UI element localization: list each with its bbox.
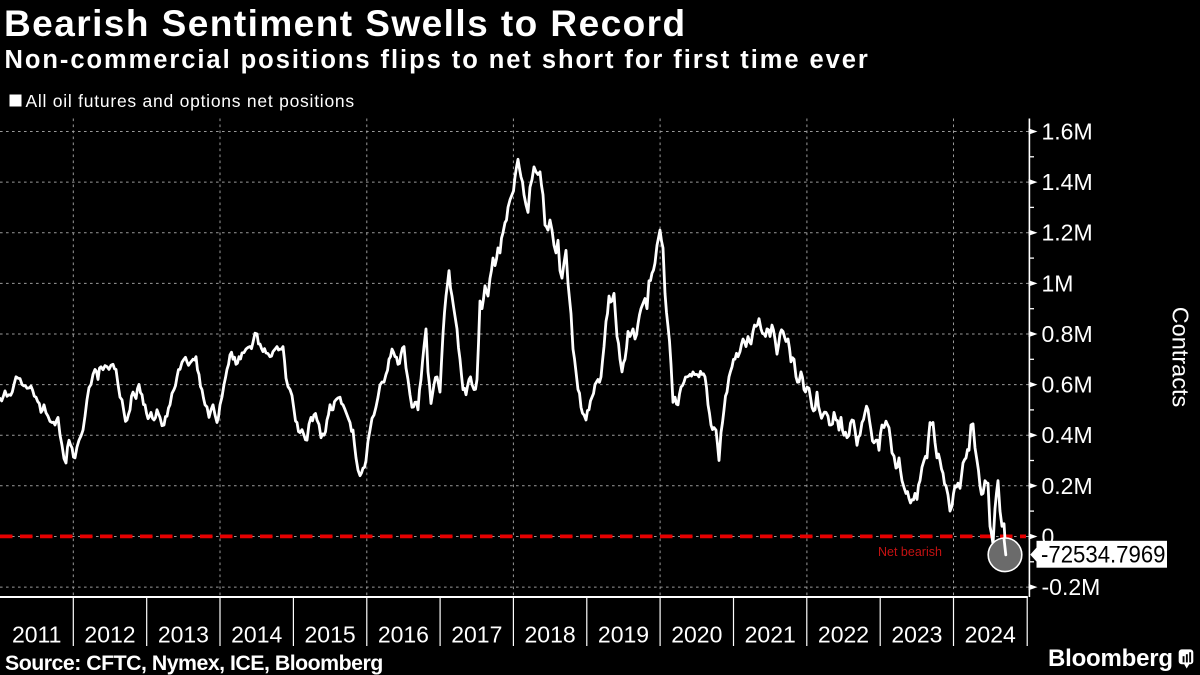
svg-text:1M: 1M (1042, 270, 1074, 296)
svg-text:2018: 2018 (525, 622, 576, 648)
svg-text:2022: 2022 (818, 622, 869, 648)
svg-text:Source: CFTC, Nymex, ICE, Bloo: Source: CFTC, Nymex, ICE, Bloomberg (5, 651, 383, 675)
svg-text:2024: 2024 (965, 622, 1016, 648)
svg-text:1.2M: 1.2M (1042, 220, 1093, 246)
svg-text:2019: 2019 (598, 622, 649, 648)
svg-text:2012: 2012 (84, 622, 135, 648)
svg-text:2016: 2016 (378, 622, 429, 648)
svg-text:2017: 2017 (451, 622, 502, 648)
svg-text:Non-commercial positions flips: Non-commercial positions flips to net sh… (5, 46, 870, 74)
svg-text:Bloomberg: Bloomberg (1048, 645, 1173, 672)
svg-text:-72534.7969: -72534.7969 (1041, 542, 1166, 569)
svg-text:0.8M: 0.8M (1042, 321, 1093, 347)
svg-text:Contracts: Contracts (1168, 307, 1194, 408)
svg-text:0.4M: 0.4M (1042, 422, 1093, 448)
svg-text:-0.2M: -0.2M (1042, 574, 1101, 600)
svg-text:1.4M: 1.4M (1042, 169, 1093, 195)
svg-text:0.2M: 0.2M (1042, 473, 1093, 499)
svg-text:1.6M: 1.6M (1042, 119, 1093, 145)
svg-text:2021: 2021 (745, 622, 796, 648)
svg-text:All oil futures and options ne: All oil futures and options net position… (26, 91, 355, 111)
svg-text:2011: 2011 (12, 622, 61, 648)
svg-text:Bearish Sentiment Swells to Re: Bearish Sentiment Swells to Record (4, 3, 687, 44)
svg-text:0.6M: 0.6M (1042, 372, 1093, 398)
svg-text:2014: 2014 (231, 622, 282, 648)
svg-text:Net bearish: Net bearish (878, 545, 942, 559)
svg-text:2013: 2013 (158, 622, 209, 648)
svg-text:2015: 2015 (305, 622, 356, 648)
svg-text:2023: 2023 (891, 622, 942, 648)
svg-text:2020: 2020 (671, 622, 722, 648)
